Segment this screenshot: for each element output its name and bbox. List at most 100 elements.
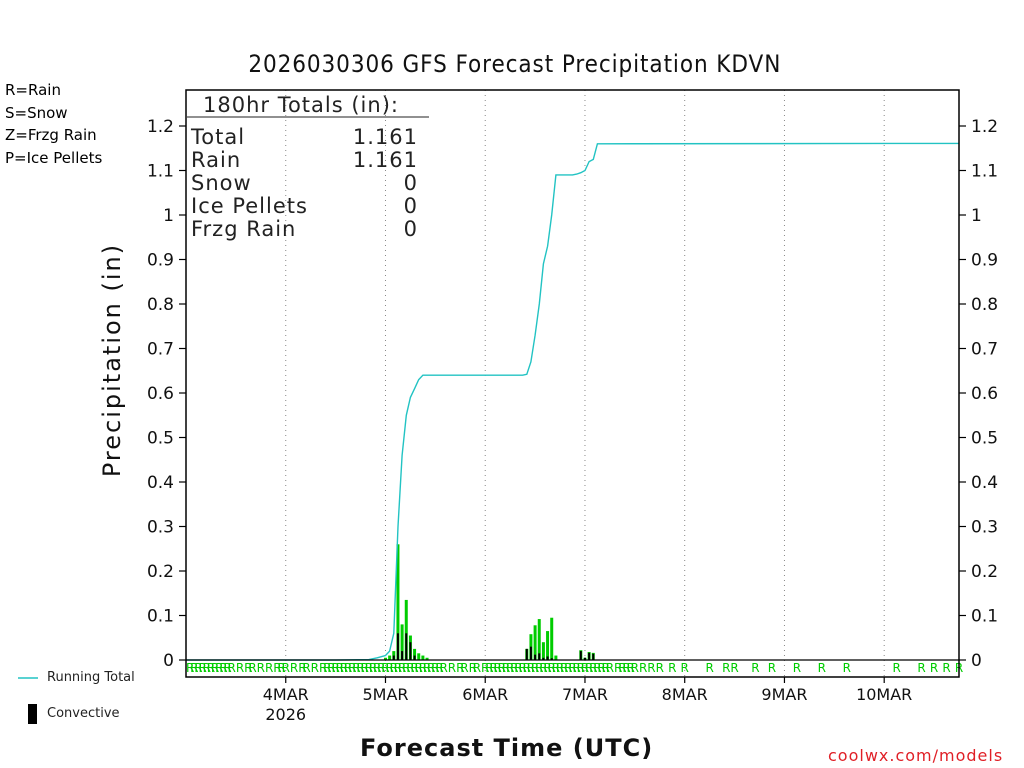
ptype-marker-33: R	[361, 661, 369, 675]
convective-bar-0	[392, 655, 395, 660]
ptype-marker-34: R	[365, 661, 373, 675]
total-bars	[383, 544, 595, 660]
ptype-marker-23: R	[319, 661, 327, 675]
ptype-marker-15: R	[265, 661, 273, 675]
ptype-marker-61: R	[494, 661, 502, 675]
ptype-marker-68: R	[523, 661, 531, 675]
ytick-left-label-9: 0.9	[147, 251, 174, 271]
xtick-label-9MAR: 9MAR	[761, 685, 807, 704]
ptype-marker-20: R	[298, 661, 306, 675]
ytick-right-label-0: 0	[971, 651, 982, 671]
totals-label-rain: Rain	[191, 148, 242, 172]
plot-frame	[185, 89, 960, 678]
ptype-marker-80: R	[572, 661, 580, 675]
ptype-marker-86: R	[597, 661, 605, 675]
totals-label-frzg-rain: Frzg Rain	[191, 217, 297, 241]
ptype-marker-21: R	[302, 661, 310, 675]
convective-bar-7	[529, 646, 532, 660]
ptype-marker-13: R	[248, 661, 256, 675]
ytick-left-label-7: 0.7	[147, 340, 174, 360]
totals-value-snow: 0	[403, 171, 418, 195]
ptype-marker-22: R	[311, 661, 319, 675]
ptype-marker-54: R	[456, 661, 464, 675]
ptype-marker-74: R	[548, 661, 556, 675]
ptype-marker-10: R	[228, 661, 236, 675]
convective-bar-4	[409, 642, 412, 660]
totals-value-total: 1.161	[352, 125, 418, 149]
total-bar-15	[541, 642, 545, 660]
xtick-label-8MAR: 8MAR	[662, 685, 708, 704]
ytick-right-label-3: 0.3	[971, 518, 998, 538]
ptype-marker-97: R	[668, 661, 676, 675]
convective-bar-14	[583, 657, 586, 660]
ptype-marker-58: R	[481, 661, 489, 675]
ytick-left-label-4: 0.4	[147, 473, 174, 493]
ptype-marker-50: R	[431, 661, 439, 675]
convective-bar-13	[579, 651, 582, 660]
ytick-left-label-1: 0.1	[147, 607, 174, 627]
total-bar-17	[550, 617, 554, 660]
ptype-marker-91: R	[622, 661, 630, 675]
total-bar-1	[388, 655, 392, 660]
y-axis-title: Precipitation (in)	[98, 242, 126, 478]
ptype-marker-94: R	[639, 661, 647, 675]
ptype-marker-98: R	[681, 661, 689, 675]
total-bar-14	[537, 619, 541, 660]
ytick-right-label-10: 1	[971, 206, 982, 226]
ptype-marker-81: R	[577, 661, 585, 675]
legend-running-total-label: Running Total	[47, 670, 135, 685]
xtick-label-7MAR: 7MAR	[562, 685, 608, 704]
ptype-marker-109: R	[930, 661, 938, 675]
ptype-marker-4: R	[203, 661, 211, 675]
ptype-marker-48: R	[423, 661, 431, 675]
ytick-right-label-1: 0.1	[971, 607, 998, 627]
legend-ice-pellets: P=Ice Pellets	[5, 149, 103, 167]
ptype-marker-35: R	[369, 661, 377, 675]
ptype-marker-42: R	[398, 661, 406, 675]
total-bar-10	[425, 657, 429, 660]
running-total-polyline	[186, 142, 960, 661]
ptype-marker-102: R	[751, 661, 759, 675]
ptype-marker-12: R	[244, 661, 252, 675]
total-bar-18	[554, 655, 558, 660]
totals-label-ice-pellets: Ice Pellets	[191, 194, 308, 218]
credit-link[interactable]: coolwx.com/models	[828, 746, 1004, 765]
ytick-left-label-8: 0.8	[147, 295, 174, 315]
total-bar-13	[533, 625, 537, 660]
xtick-label-5MAR: 5MAR	[362, 685, 408, 704]
ptype-marker-7: R	[215, 661, 223, 675]
ptype-marker-25: R	[327, 661, 335, 675]
totals-header: 180hr Totals (in):	[203, 93, 399, 117]
ptype-marker-90: R	[618, 661, 626, 675]
ptype-marker-77: R	[560, 661, 568, 675]
ytick-left-label-3: 0.3	[147, 518, 174, 538]
totals-value-frzg-rain: 0	[403, 217, 418, 241]
ptype-marker-37: R	[377, 661, 385, 675]
chart-title: 2026030306 GFS Forecast Precipitation KD…	[248, 50, 782, 78]
ptype-marker-82: R	[581, 661, 589, 675]
ptype-marker-53: R	[448, 661, 456, 675]
ptype-marker-9: R	[223, 661, 231, 675]
ptype-marker-3: R	[198, 661, 206, 675]
ptype-marker-32: R	[356, 661, 364, 675]
convective-bar-1	[396, 633, 399, 660]
ytick-right-label-4: 0.4	[971, 473, 998, 493]
ptype-marker-39: R	[385, 661, 393, 675]
convective-bar-5	[413, 655, 416, 660]
convective-bar-10	[542, 657, 545, 660]
ptype-marker-47: R	[419, 661, 427, 675]
ptype-marker-104: R	[793, 661, 801, 675]
ptype-marker-36: R	[373, 661, 381, 675]
total-bar-7	[413, 648, 417, 660]
ptype-marker-100: R	[722, 661, 730, 675]
totals-label-total: Total	[191, 125, 246, 149]
ptype-marker-101: R	[730, 661, 738, 675]
ptype-marker-93: R	[631, 661, 639, 675]
ptype-marker-40: R	[390, 661, 398, 675]
ptype-marker-89: R	[614, 661, 622, 675]
ptype-marker-55: R	[460, 661, 468, 675]
total-bar-3	[396, 544, 400, 660]
legend-rain: R=Rain	[5, 81, 61, 99]
convective-bar-15	[588, 652, 591, 660]
ptype-marker-67: R	[518, 661, 526, 675]
